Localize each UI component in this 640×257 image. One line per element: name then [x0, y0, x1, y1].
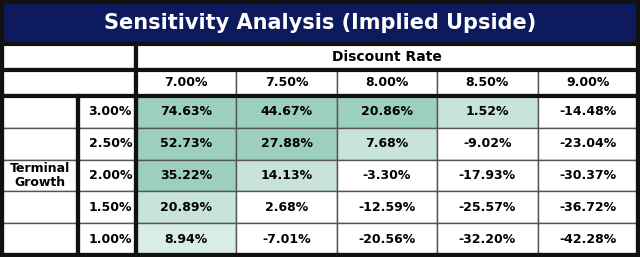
Text: 74.63%: 74.63%: [160, 105, 212, 118]
Text: 9.00%: 9.00%: [566, 77, 609, 89]
Bar: [538, 160, 638, 191]
Bar: [538, 128, 638, 160]
Text: -42.28%: -42.28%: [559, 233, 616, 246]
Text: -20.56%: -20.56%: [358, 233, 415, 246]
Bar: [136, 96, 638, 255]
Text: 8.00%: 8.00%: [365, 77, 409, 89]
Text: -23.04%: -23.04%: [559, 137, 616, 150]
Bar: [78, 223, 136, 255]
Bar: [437, 96, 538, 128]
Bar: [136, 70, 638, 96]
Text: 1.52%: 1.52%: [466, 105, 509, 118]
Text: -17.93%: -17.93%: [459, 169, 516, 182]
Bar: [437, 128, 538, 160]
Bar: [136, 160, 236, 191]
Bar: [78, 96, 136, 255]
Text: 7.00%: 7.00%: [164, 77, 208, 89]
Bar: [437, 70, 538, 96]
Bar: [337, 160, 437, 191]
Bar: [78, 128, 136, 160]
Text: -30.37%: -30.37%: [559, 169, 616, 182]
Text: -7.01%: -7.01%: [262, 233, 311, 246]
Bar: [136, 96, 236, 128]
Bar: [2, 2, 638, 44]
Bar: [437, 223, 538, 255]
Bar: [136, 128, 236, 160]
Bar: [78, 160, 136, 191]
Bar: [337, 70, 437, 96]
Text: 35.22%: 35.22%: [160, 169, 212, 182]
Bar: [236, 160, 337, 191]
Text: 2.50%: 2.50%: [88, 137, 132, 150]
Bar: [2, 96, 78, 255]
Text: 2.68%: 2.68%: [265, 201, 308, 214]
Bar: [2, 70, 136, 96]
Bar: [236, 70, 337, 96]
Bar: [437, 191, 538, 223]
Text: 8.50%: 8.50%: [466, 77, 509, 89]
Text: 8.94%: 8.94%: [164, 233, 208, 246]
Bar: [2, 128, 78, 160]
Bar: [136, 44, 638, 70]
Text: Terminal
Growth: Terminal Growth: [10, 161, 70, 189]
Bar: [136, 191, 236, 223]
Text: -25.57%: -25.57%: [459, 201, 516, 214]
Text: 3.00%: 3.00%: [88, 105, 132, 118]
Text: -3.30%: -3.30%: [363, 169, 411, 182]
Bar: [337, 191, 437, 223]
Bar: [78, 96, 136, 128]
Text: 44.67%: 44.67%: [260, 105, 313, 118]
Bar: [337, 223, 437, 255]
Bar: [236, 223, 337, 255]
Bar: [2, 191, 78, 223]
Bar: [236, 128, 337, 160]
Text: -14.48%: -14.48%: [559, 105, 616, 118]
Text: 20.86%: 20.86%: [361, 105, 413, 118]
Text: Discount Rate: Discount Rate: [332, 50, 442, 64]
Bar: [136, 70, 236, 96]
Bar: [337, 128, 437, 160]
Text: 20.89%: 20.89%: [160, 201, 212, 214]
Text: 52.73%: 52.73%: [160, 137, 212, 150]
Bar: [2, 44, 136, 70]
Bar: [538, 191, 638, 223]
Bar: [78, 191, 136, 223]
Text: 14.13%: 14.13%: [260, 169, 313, 182]
Text: 7.68%: 7.68%: [365, 137, 408, 150]
Bar: [136, 223, 236, 255]
Text: 2.00%: 2.00%: [88, 169, 132, 182]
Bar: [538, 223, 638, 255]
Bar: [337, 96, 437, 128]
Bar: [2, 96, 78, 128]
Text: -9.02%: -9.02%: [463, 137, 511, 150]
Bar: [236, 191, 337, 223]
Text: 1.50%: 1.50%: [88, 201, 132, 214]
Bar: [437, 160, 538, 191]
Text: 7.50%: 7.50%: [265, 77, 308, 89]
Bar: [538, 96, 638, 128]
Bar: [2, 223, 78, 255]
Text: -36.72%: -36.72%: [559, 201, 616, 214]
Text: Sensitivity Analysis (Implied Upside): Sensitivity Analysis (Implied Upside): [104, 13, 536, 33]
Bar: [538, 70, 638, 96]
Text: 27.88%: 27.88%: [260, 137, 312, 150]
Text: -12.59%: -12.59%: [358, 201, 415, 214]
Text: -32.20%: -32.20%: [459, 233, 516, 246]
Text: 1.00%: 1.00%: [88, 233, 132, 246]
Bar: [2, 160, 78, 191]
Bar: [236, 96, 337, 128]
